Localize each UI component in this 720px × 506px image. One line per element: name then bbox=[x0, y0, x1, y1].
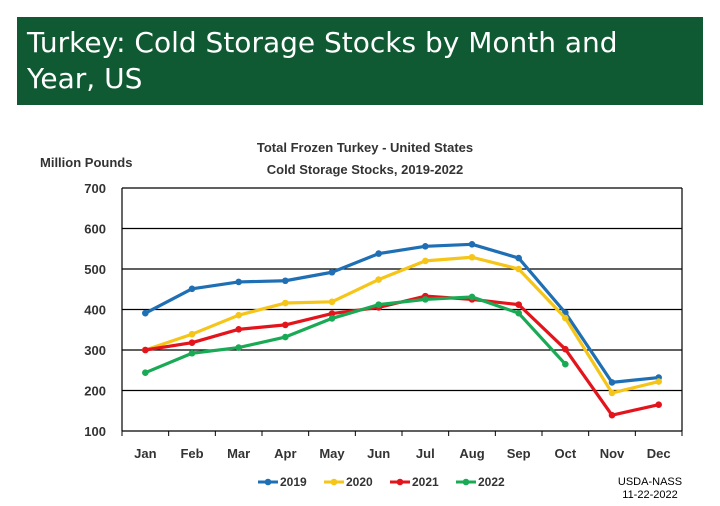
data-point-2019 bbox=[608, 379, 616, 386]
y-tick-label: 400 bbox=[84, 303, 106, 318]
legend-marker-2019 bbox=[264, 478, 272, 486]
chart-title: Total Frozen Turkey - United States bbox=[257, 140, 473, 155]
x-tick-label: Oct bbox=[554, 446, 576, 461]
data-point-2020 bbox=[468, 253, 476, 261]
data-point-2022 bbox=[142, 369, 149, 376]
data-point-2022 bbox=[562, 360, 569, 368]
x-tick-label: Jun bbox=[367, 446, 390, 461]
x-tick-label: Feb bbox=[180, 446, 203, 461]
data-point-2020 bbox=[328, 298, 336, 306]
data-point-2021 bbox=[515, 301, 522, 308]
data-point-2020 bbox=[188, 330, 196, 338]
y-tick-label: 500 bbox=[84, 262, 106, 277]
data-point-2022 bbox=[422, 296, 429, 303]
data-point-2022 bbox=[328, 315, 336, 322]
data-point-2022 bbox=[282, 333, 289, 341]
y-tick-label: 200 bbox=[84, 384, 106, 399]
y-tick-label: 600 bbox=[84, 222, 106, 237]
data-point-2021 bbox=[142, 346, 149, 354]
x-tick-label: Nov bbox=[600, 446, 625, 461]
data-point-2021 bbox=[235, 326, 242, 333]
data-point-2019 bbox=[282, 277, 289, 285]
data-point-2020 bbox=[515, 265, 522, 273]
data-point-2019 bbox=[142, 309, 149, 317]
legend-label-2021: 2021 bbox=[412, 475, 439, 489]
x-tick-label: Aug bbox=[459, 446, 484, 461]
data-point-2020 bbox=[375, 276, 382, 283]
data-point-2021 bbox=[282, 321, 289, 329]
data-point-2021 bbox=[562, 345, 569, 353]
x-tick-label: Jan bbox=[134, 446, 156, 461]
series-line-2019 bbox=[143, 242, 661, 384]
data-point-2020 bbox=[562, 314, 569, 322]
data-point-2020 bbox=[608, 389, 616, 397]
data-point-2019 bbox=[468, 240, 476, 248]
series-line-2020 bbox=[143, 255, 661, 395]
data-point-2020 bbox=[655, 378, 662, 385]
source-note-line2: 11-22-2022 bbox=[622, 489, 677, 501]
x-tick-label: Mar bbox=[227, 446, 250, 461]
data-point-2019 bbox=[235, 278, 242, 286]
data-point-2021 bbox=[328, 310, 336, 317]
data-point-2022 bbox=[375, 301, 382, 308]
data-point-2019 bbox=[515, 254, 522, 262]
data-point-2019 bbox=[375, 250, 382, 257]
y-tick-label: 300 bbox=[84, 343, 106, 358]
data-point-2020 bbox=[235, 311, 242, 319]
legend-marker-2021 bbox=[396, 478, 404, 486]
legend-marker-2020 bbox=[330, 478, 338, 486]
y-tick-label: 700 bbox=[84, 181, 106, 196]
x-tick-label: Sep bbox=[507, 446, 531, 461]
legend-label-2020: 2020 bbox=[346, 475, 373, 489]
slide-title: Turkey: Cold Storage Stocks by Month and… bbox=[27, 26, 618, 95]
series-line-2021 bbox=[143, 294, 661, 417]
title-banner: Turkey: Cold Storage Stocks by Month and… bbox=[17, 17, 703, 105]
data-point-2020 bbox=[422, 257, 429, 265]
x-tick-label: Apr bbox=[274, 446, 296, 461]
data-point-2021 bbox=[188, 339, 196, 347]
legend-label-2019: 2019 bbox=[280, 475, 307, 489]
data-point-2019 bbox=[422, 243, 429, 250]
data-point-2019 bbox=[328, 268, 336, 276]
series-line-2022 bbox=[143, 295, 567, 375]
data-point-2021 bbox=[608, 411, 616, 419]
data-point-2022 bbox=[235, 344, 242, 351]
data-point-2020 bbox=[282, 299, 289, 307]
data-point-2019 bbox=[188, 285, 196, 293]
legend-label-2022: 2022 bbox=[478, 475, 505, 489]
x-tick-label: Jul bbox=[416, 446, 435, 461]
data-point-2022 bbox=[468, 293, 476, 301]
y-tick-label: 100 bbox=[84, 424, 106, 439]
legend-marker-2022 bbox=[462, 478, 470, 486]
x-tick-label: May bbox=[319, 446, 345, 461]
x-tick-label: Dec bbox=[647, 446, 671, 461]
data-point-2022 bbox=[188, 349, 196, 357]
y-axis-label: Million Pounds bbox=[40, 155, 132, 170]
data-point-2021 bbox=[655, 401, 662, 408]
chart-subtitle: Cold Storage Stocks, 2019-2022 bbox=[267, 162, 464, 177]
data-point-2022 bbox=[515, 309, 522, 317]
source-note-line1: USDA-NASS bbox=[618, 476, 682, 488]
